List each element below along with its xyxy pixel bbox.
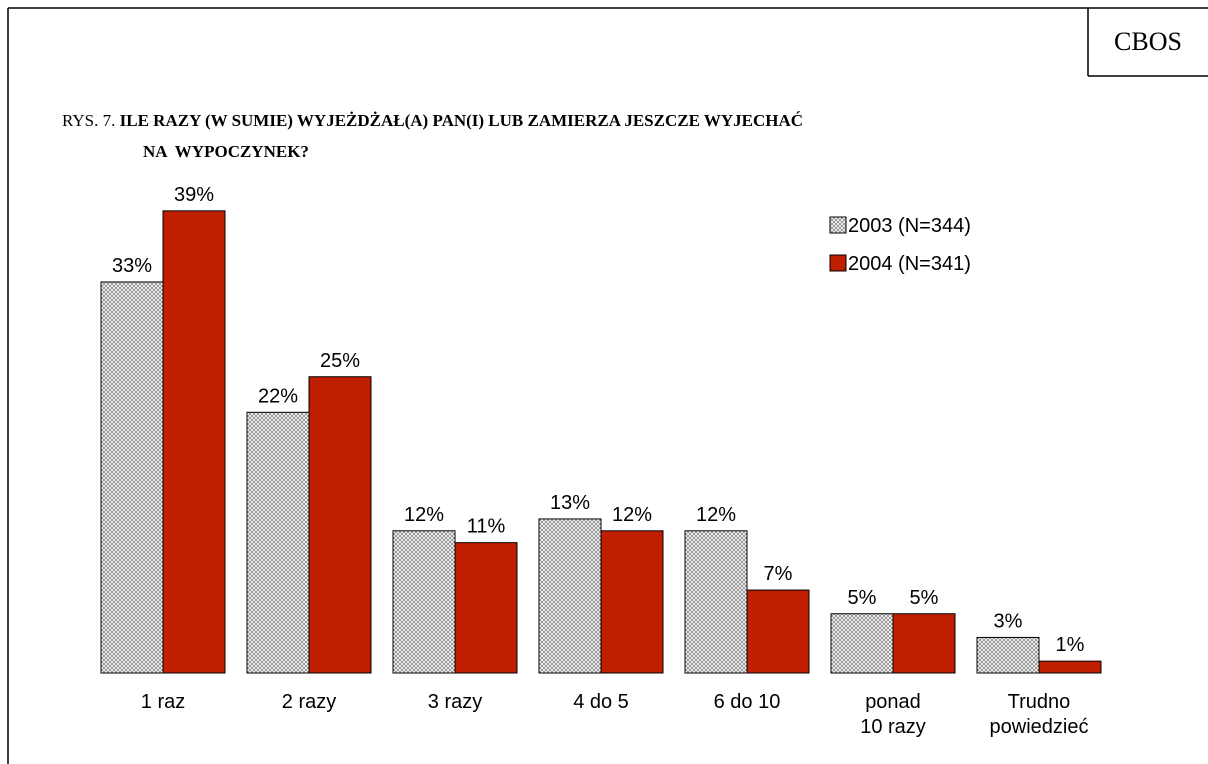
x-tick-label: Trudno <box>1008 691 1071 713</box>
chart-title: RYS. 7. ILE RAZY (W SUMIE) WYJEŻDŻAŁ(A) … <box>62 111 803 130</box>
value-label: 12% <box>612 504 652 526</box>
x-tick-label: ponad <box>865 691 921 713</box>
bar <box>746 589 810 674</box>
bar <box>538 518 602 674</box>
bar <box>162 210 226 674</box>
value-label: 7% <box>764 563 793 585</box>
legend-swatch <box>829 254 847 272</box>
value-label: 39% <box>174 184 214 206</box>
legend-label: 2003 (N=344) <box>848 215 971 237</box>
value-label: 25% <box>320 350 360 372</box>
bar <box>600 530 664 674</box>
value-label: 13% <box>550 492 590 514</box>
bar <box>1038 660 1102 674</box>
value-label: 12% <box>696 504 736 526</box>
value-label: 5% <box>910 587 939 609</box>
value-label: 1% <box>1056 634 1085 656</box>
bar <box>684 530 748 674</box>
bar <box>976 636 1040 674</box>
figure-label: RYS. 7. <box>62 111 115 130</box>
legend-label: 2004 (N=341) <box>848 253 971 275</box>
value-label: 11% <box>467 516 506 538</box>
x-tick-label: 6 do 10 <box>714 691 781 713</box>
x-tick-label: 2 razy <box>282 691 336 713</box>
x-tick-label: powiedzieć <box>990 716 1089 738</box>
source: CBOS <box>1114 27 1182 56</box>
bar <box>892 613 956 674</box>
bar <box>308 376 372 674</box>
bar <box>246 411 310 674</box>
value-label: 22% <box>258 385 298 407</box>
value-label: 3% <box>994 610 1023 632</box>
x-tick-label: 4 do 5 <box>573 691 629 713</box>
frame <box>7 7 1208 764</box>
value-label: 33% <box>112 255 152 277</box>
value-label: 5% <box>848 587 877 609</box>
x-tick-label: 1 raz <box>141 691 185 713</box>
legend-swatch <box>829 216 847 234</box>
x-tick-label: 3 razy <box>428 691 482 713</box>
bar <box>100 281 164 674</box>
bar <box>392 530 456 674</box>
value-label: 12% <box>404 504 444 526</box>
title-line: NA WYPOCZYNEK? <box>143 142 309 161</box>
title-line: ILE RAZY (W SUMIE) WYJEŻDŻAŁ(A) PAN(I) L… <box>120 111 803 130</box>
x-tick-label: 10 razy <box>860 716 926 738</box>
bar <box>454 542 518 674</box>
bar <box>830 613 894 674</box>
